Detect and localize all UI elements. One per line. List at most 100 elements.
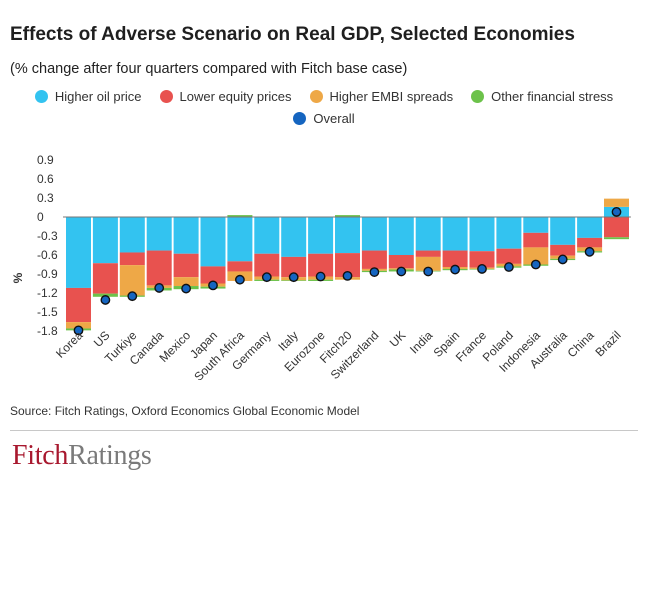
- legend-row-2: Overall: [0, 108, 648, 128]
- bar-segment-china-0: [577, 217, 603, 238]
- bar-segment-spain-0: [442, 217, 468, 251]
- overall-marker-canada: [154, 283, 165, 293]
- legend-item-oil[interactable]: Higher oil price: [34, 88, 142, 104]
- legend-swatch-oil: [34, 89, 48, 103]
- y-tick-label: 0.6: [37, 172, 54, 186]
- bar-segment-france-1: [469, 251, 495, 268]
- legend-swatch-embi: [309, 89, 323, 103]
- overall-marker-switzerland: [369, 267, 380, 277]
- legend-item-overall[interactable]: Overall: [293, 110, 355, 126]
- bar-segment-fitch20-3: [335, 215, 360, 217]
- logo-fitch-text: Fitch: [12, 440, 69, 471]
- x-tick-label-us: US: [91, 328, 113, 350]
- overall-marker-eurozone: [315, 271, 326, 282]
- legend-item-embi[interactable]: Higher EMBI spreads: [309, 88, 454, 104]
- bar-segment-eurozone-0: [308, 217, 334, 254]
- logo-ratings-text: Ratings: [68, 440, 152, 471]
- bar-segment-italy-0: [281, 217, 307, 257]
- legend-swatch-other-stress: [471, 89, 485, 103]
- y-tick-label: -0.3: [37, 229, 58, 243]
- overall-marker-turkiye: [127, 291, 138, 302]
- bar-segment-france-0: [469, 217, 495, 252]
- bar-segment-turkiye-1: [119, 252, 145, 266]
- overall-marker-japan: [208, 280, 218, 291]
- bar-segment-brazil-2: [604, 198, 629, 207]
- bar-segment-south-africa-1: [227, 261, 253, 272]
- x-tick-label-brazil: Brazil: [592, 328, 623, 359]
- bar-segment-poland-1: [496, 248, 522, 264]
- footer-divider: [10, 430, 638, 431]
- bar-segment-south-africa-3: [227, 215, 253, 217]
- bar-segment-mexico-0: [173, 217, 199, 254]
- bar-segment-germany-1: [254, 253, 280, 277]
- overall-marker-us: [100, 295, 111, 305]
- legend-label-oil: Higher oil price: [54, 88, 142, 104]
- bar-segment-germany-0: [254, 217, 280, 254]
- bar-segment-uk-1: [388, 254, 414, 269]
- bar-segment-canada-1: [146, 250, 172, 286]
- legend-label-equity: Lower equity prices: [179, 88, 292, 104]
- bar-segment-australia-0: [550, 217, 576, 245]
- overall-marker-korea: [73, 325, 84, 336]
- legend-item-equity[interactable]: Lower equity prices: [159, 88, 292, 104]
- overall-marker-germany: [261, 272, 272, 283]
- bar-segment-mexico-1: [173, 253, 199, 278]
- legend-row-1: Higher oil price Lower equity prices Hig…: [0, 86, 648, 106]
- y-tick-label: -1.5: [37, 305, 58, 319]
- bar-segment-switzerland-1: [361, 250, 387, 269]
- bar-segment-uk-0: [388, 217, 414, 255]
- y-tick-label: -0.6: [37, 248, 58, 262]
- bar-segment-brazil-3: [604, 237, 629, 240]
- bar-segment-japan-0: [200, 217, 226, 267]
- overall-marker-fitch20: [342, 270, 353, 281]
- chart-legend: Higher oil price Lower equity prices Hig…: [0, 86, 648, 130]
- overall-marker-china: [584, 246, 595, 257]
- bar-segment-switzerland-0: [361, 217, 387, 251]
- fitch-ratings-logo: FitchRatings: [12, 440, 152, 472]
- chart-subtitle: (% change after four quarters compared w…: [10, 61, 408, 77]
- x-tick-label-china: China: [565, 328, 597, 360]
- stacked-bar-chart: 0.90.60.30-0.3-0.6-0.9-1.2-1.5-1.8%Korea…: [11, 153, 631, 380]
- bar-segment-india-1: [415, 250, 441, 257]
- bar-segment-india-0: [415, 217, 441, 251]
- bar-segment-indonesia-1: [523, 232, 549, 248]
- bar-segment-italy-1: [281, 256, 307, 278]
- y-tick-label: -1.8: [37, 324, 58, 338]
- legend-swatch-equity: [159, 89, 173, 103]
- bar-segment-south-africa-0: [227, 217, 253, 262]
- bar-segment-eurozone-1: [308, 253, 334, 277]
- overall-marker-australia: [557, 254, 568, 265]
- overall-marker-spain: [450, 264, 460, 275]
- legend-label-embi: Higher EMBI spreads: [329, 88, 454, 104]
- y-tick-label: 0.9: [37, 153, 54, 167]
- y-tick-label: 0.3: [37, 191, 54, 205]
- bar-segment-us-1: [92, 263, 118, 294]
- bar-segment-japan-1: [200, 266, 226, 284]
- y-axis-label: %: [11, 272, 25, 283]
- y-tick-label: -1.2: [37, 286, 58, 300]
- bar-segment-us-0: [92, 217, 118, 264]
- legend-label-overall: Overall: [313, 110, 355, 126]
- overall-marker-indonesia: [530, 259, 541, 270]
- legend-swatch-overall: [293, 111, 307, 125]
- legend-item-other-stress[interactable]: Other financial stress: [471, 89, 613, 104]
- legend-label-other-stress: Other financial stress: [491, 88, 614, 104]
- bar-segment-indonesia-0: [523, 217, 549, 233]
- overall-marker-poland: [503, 262, 514, 272]
- bar-segment-korea-0: [66, 217, 91, 288]
- bar-segment-korea-1: [66, 287, 91, 323]
- bar-segment-poland-0: [496, 217, 522, 249]
- x-tick-label-india: India: [407, 328, 436, 357]
- bar-segment-brazil-1: [604, 217, 629, 238]
- bar-segment-mexico-2: [173, 277, 199, 287]
- overall-marker-uk: [396, 266, 407, 277]
- bar-segment-india-2: [415, 256, 441, 271]
- bar-segment-australia-1: [550, 244, 576, 256]
- x-tick-label-mexico: Mexico: [156, 328, 193, 365]
- source-note: Source: Fitch Ratings, Oxford Economics …: [10, 404, 360, 418]
- overall-marker-france: [477, 264, 487, 274]
- overall-marker-south-africa: [234, 274, 245, 285]
- overall-marker-india: [423, 266, 434, 277]
- y-tick-label: -0.9: [37, 267, 58, 281]
- bar-segment-china-1: [577, 237, 603, 248]
